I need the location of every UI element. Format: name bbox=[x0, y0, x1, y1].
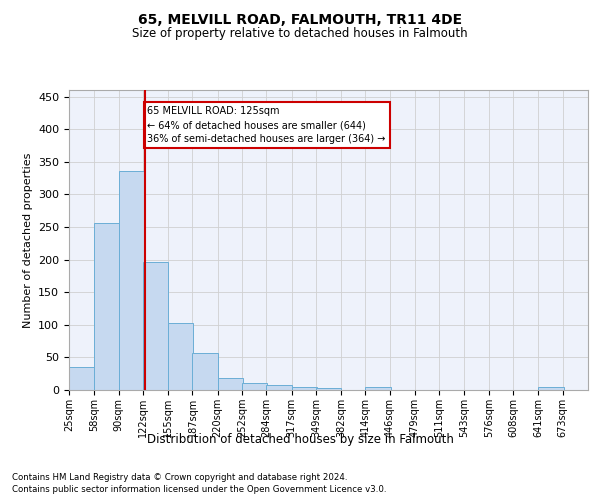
Bar bbox=[119, 171, 143, 390]
Bar bbox=[266, 386, 292, 390]
Bar bbox=[143, 262, 168, 390]
Bar bbox=[168, 323, 193, 390]
Y-axis label: Number of detached properties: Number of detached properties bbox=[23, 152, 32, 328]
Bar bbox=[94, 223, 119, 390]
Bar bbox=[292, 386, 317, 390]
Bar bbox=[69, 367, 94, 390]
Bar bbox=[316, 388, 341, 390]
Bar bbox=[365, 386, 391, 390]
Bar bbox=[242, 384, 267, 390]
Text: Distribution of detached houses by size in Falmouth: Distribution of detached houses by size … bbox=[146, 432, 454, 446]
Bar bbox=[218, 378, 243, 390]
Bar bbox=[538, 386, 563, 390]
Text: 65, MELVILL ROAD, FALMOUTH, TR11 4DE: 65, MELVILL ROAD, FALMOUTH, TR11 4DE bbox=[138, 12, 462, 26]
Text: 65 MELVILL ROAD: 125sqm
← 64% of detached houses are smaller (644)
36% of semi-d: 65 MELVILL ROAD: 125sqm ← 64% of detache… bbox=[148, 106, 386, 144]
Text: Contains HM Land Registry data © Crown copyright and database right 2024.: Contains HM Land Registry data © Crown c… bbox=[12, 472, 347, 482]
Text: Contains public sector information licensed under the Open Government Licence v3: Contains public sector information licen… bbox=[12, 485, 386, 494]
Bar bbox=[193, 353, 218, 390]
Text: Size of property relative to detached houses in Falmouth: Size of property relative to detached ho… bbox=[132, 28, 468, 40]
